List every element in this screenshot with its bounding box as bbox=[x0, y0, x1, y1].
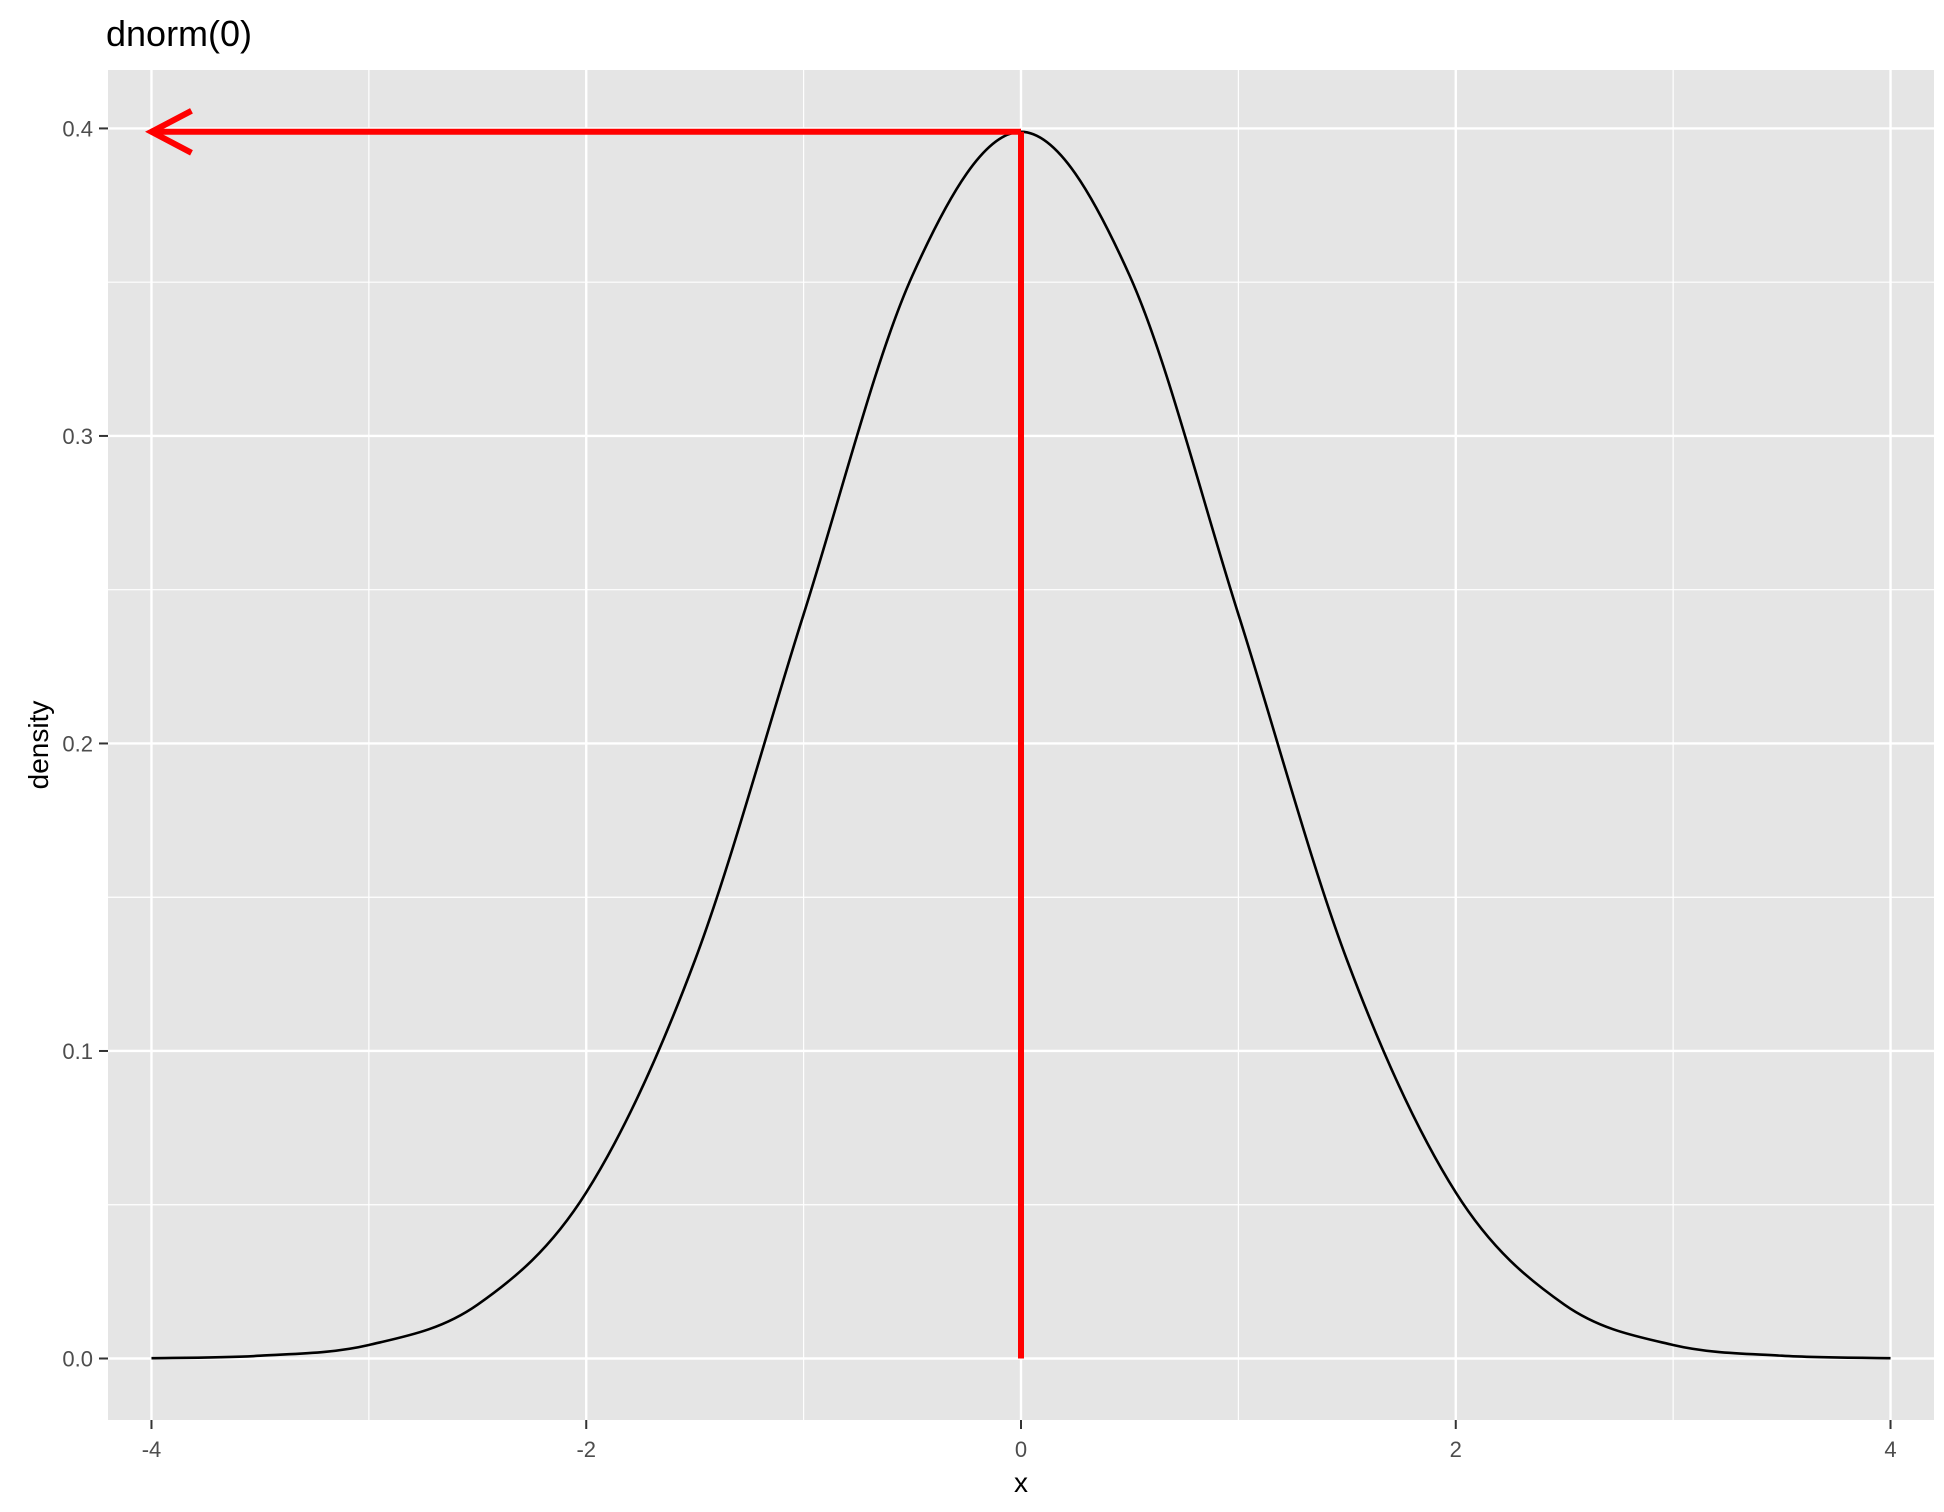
x-tick-label: -4 bbox=[142, 1437, 162, 1462]
y-tick-label: 0.1 bbox=[62, 1039, 93, 1064]
x-tick-label: 2 bbox=[1450, 1437, 1462, 1462]
y-tick-label: 0.2 bbox=[62, 731, 93, 756]
chart-title: dnorm(0) bbox=[106, 13, 252, 54]
x-tick-label: 4 bbox=[1884, 1437, 1896, 1462]
y-axis-title: density bbox=[23, 701, 54, 790]
y-tick-label: 0.0 bbox=[62, 1346, 93, 1371]
y-tick-label: 0.3 bbox=[62, 424, 93, 449]
x-axis-title: x bbox=[1014, 1467, 1028, 1498]
arrowhead-left bbox=[145, 108, 193, 156]
x-tick-label: 0 bbox=[1015, 1437, 1027, 1462]
y-axis: 0.0 0.1 0.2 0.3 0.4 bbox=[62, 116, 108, 1371]
x-tick-label: -2 bbox=[576, 1437, 596, 1462]
x-axis: -4 -2 0 2 4 bbox=[142, 1420, 1897, 1462]
y-tick-label: 0.4 bbox=[62, 116, 93, 141]
